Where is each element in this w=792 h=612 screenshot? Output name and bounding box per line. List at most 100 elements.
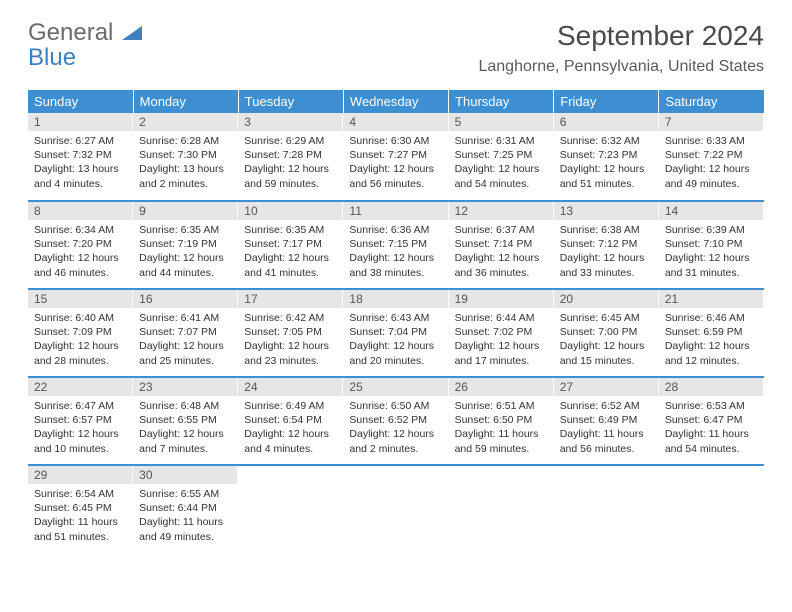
day-details: Sunrise: 6:28 AMSunset: 7:30 PMDaylight:… (133, 131, 238, 195)
day-details: Sunrise: 6:32 AMSunset: 7:23 PMDaylight:… (554, 131, 659, 195)
header: General Blue September 2024 Langhorne, P… (28, 20, 764, 76)
day-details: Sunrise: 6:46 AMSunset: 6:59 PMDaylight:… (659, 308, 764, 372)
day-number: 11 (343, 202, 448, 220)
daylight-text: Daylight: 12 hours and 10 minutes. (34, 427, 127, 455)
day-details: Sunrise: 6:44 AMSunset: 7:02 PMDaylight:… (449, 308, 554, 372)
weekday-header: Monday (133, 90, 238, 113)
sunrise-text: Sunrise: 6:33 AM (665, 134, 758, 148)
calendar-week: 8Sunrise: 6:34 AMSunset: 7:20 PMDaylight… (28, 201, 764, 289)
calendar-week: 29Sunrise: 6:54 AMSunset: 6:45 PMDayligh… (28, 465, 764, 553)
day-details: Sunrise: 6:54 AMSunset: 6:45 PMDaylight:… (28, 484, 133, 548)
day-details: Sunrise: 6:40 AMSunset: 7:09 PMDaylight:… (28, 308, 133, 372)
sunrise-text: Sunrise: 6:52 AM (560, 399, 653, 413)
sunset-text: Sunset: 6:44 PM (139, 501, 232, 515)
sunrise-text: Sunrise: 6:55 AM (139, 487, 232, 501)
daylight-text: Daylight: 13 hours and 2 minutes. (139, 162, 232, 190)
day-number (554, 466, 659, 484)
daylight-text: Daylight: 12 hours and 17 minutes. (455, 339, 548, 367)
day-number: 25 (343, 378, 448, 396)
calendar-cell: 12Sunrise: 6:37 AMSunset: 7:14 PMDayligh… (449, 201, 554, 289)
daylight-text: Daylight: 12 hours and 7 minutes. (139, 427, 232, 455)
sunset-text: Sunset: 6:55 PM (139, 413, 232, 427)
sunrise-text: Sunrise: 6:54 AM (34, 487, 127, 501)
day-number: 9 (133, 202, 238, 220)
sunrise-text: Sunrise: 6:47 AM (34, 399, 127, 413)
calendar-week: 22Sunrise: 6:47 AMSunset: 6:57 PMDayligh… (28, 377, 764, 465)
calendar-cell: 6Sunrise: 6:32 AMSunset: 7:23 PMDaylight… (554, 113, 659, 201)
daylight-text: Daylight: 12 hours and 59 minutes. (244, 162, 337, 190)
sunset-text: Sunset: 6:45 PM (34, 501, 127, 515)
daylight-text: Daylight: 12 hours and 28 minutes. (34, 339, 127, 367)
sunrise-text: Sunrise: 6:45 AM (560, 311, 653, 325)
sunset-text: Sunset: 7:32 PM (34, 148, 127, 162)
sunset-text: Sunset: 7:30 PM (139, 148, 232, 162)
calendar-cell: 1Sunrise: 6:27 AMSunset: 7:32 PMDaylight… (28, 113, 133, 201)
sunrise-text: Sunrise: 6:46 AM (665, 311, 758, 325)
day-number: 2 (133, 113, 238, 131)
sunset-text: Sunset: 7:27 PM (349, 148, 442, 162)
sunset-text: Sunset: 6:49 PM (560, 413, 653, 427)
calendar-cell: 28Sunrise: 6:53 AMSunset: 6:47 PMDayligh… (659, 377, 764, 465)
day-details: Sunrise: 6:34 AMSunset: 7:20 PMDaylight:… (28, 220, 133, 284)
logo-triangle-icon (122, 19, 142, 46)
day-number: 26 (449, 378, 554, 396)
sunset-text: Sunset: 7:00 PM (560, 325, 653, 339)
sunrise-text: Sunrise: 6:49 AM (244, 399, 337, 413)
sunset-text: Sunset: 7:20 PM (34, 237, 127, 251)
sunset-text: Sunset: 6:57 PM (34, 413, 127, 427)
sunrise-text: Sunrise: 6:35 AM (244, 223, 337, 237)
day-number: 15 (28, 290, 133, 308)
calendar-week: 15Sunrise: 6:40 AMSunset: 7:09 PMDayligh… (28, 289, 764, 377)
day-details: Sunrise: 6:35 AMSunset: 7:17 PMDaylight:… (238, 220, 343, 284)
calendar-body: 1Sunrise: 6:27 AMSunset: 7:32 PMDaylight… (28, 113, 764, 553)
weekday-header: Friday (554, 90, 659, 113)
daylight-text: Daylight: 12 hours and 54 minutes. (455, 162, 548, 190)
calendar-cell: 23Sunrise: 6:48 AMSunset: 6:55 PMDayligh… (133, 377, 238, 465)
calendar-cell: 24Sunrise: 6:49 AMSunset: 6:54 PMDayligh… (238, 377, 343, 465)
day-details: Sunrise: 6:29 AMSunset: 7:28 PMDaylight:… (238, 131, 343, 195)
logo: General Blue (28, 20, 142, 70)
calendar-cell: 8Sunrise: 6:34 AMSunset: 7:20 PMDaylight… (28, 201, 133, 289)
sunrise-text: Sunrise: 6:50 AM (349, 399, 442, 413)
calendar-cell (554, 465, 659, 553)
sunset-text: Sunset: 7:02 PM (455, 325, 548, 339)
day-number: 27 (554, 378, 659, 396)
calendar-cell: 14Sunrise: 6:39 AMSunset: 7:10 PMDayligh… (659, 201, 764, 289)
calendar-cell: 19Sunrise: 6:44 AMSunset: 7:02 PMDayligh… (449, 289, 554, 377)
calendar-table: SundayMondayTuesdayWednesdayThursdayFrid… (28, 90, 764, 553)
daylight-text: Daylight: 12 hours and 4 minutes. (244, 427, 337, 455)
daylight-text: Daylight: 12 hours and 49 minutes. (665, 162, 758, 190)
day-number: 4 (343, 113, 448, 131)
sunrise-text: Sunrise: 6:35 AM (139, 223, 232, 237)
day-number: 19 (449, 290, 554, 308)
day-details: Sunrise: 6:36 AMSunset: 7:15 PMDaylight:… (343, 220, 448, 284)
sunset-text: Sunset: 7:25 PM (455, 148, 548, 162)
calendar-cell: 5Sunrise: 6:31 AMSunset: 7:25 PMDaylight… (449, 113, 554, 201)
daylight-text: Daylight: 12 hours and 31 minutes. (665, 251, 758, 279)
sunrise-text: Sunrise: 6:28 AM (139, 134, 232, 148)
daylight-text: Daylight: 12 hours and 46 minutes. (34, 251, 127, 279)
day-number (238, 466, 343, 484)
location: Langhorne, Pennsylvania, United States (478, 58, 764, 76)
day-number: 14 (659, 202, 764, 220)
calendar-cell: 20Sunrise: 6:45 AMSunset: 7:00 PMDayligh… (554, 289, 659, 377)
calendar-cell: 27Sunrise: 6:52 AMSunset: 6:49 PMDayligh… (554, 377, 659, 465)
day-details: Sunrise: 6:43 AMSunset: 7:04 PMDaylight:… (343, 308, 448, 372)
calendar-week: 1Sunrise: 6:27 AMSunset: 7:32 PMDaylight… (28, 113, 764, 201)
day-details: Sunrise: 6:37 AMSunset: 7:14 PMDaylight:… (449, 220, 554, 284)
sunrise-text: Sunrise: 6:40 AM (34, 311, 127, 325)
weekday-header: Tuesday (238, 90, 343, 113)
sunset-text: Sunset: 7:07 PM (139, 325, 232, 339)
day-number: 17 (238, 290, 343, 308)
daylight-text: Daylight: 12 hours and 33 minutes. (560, 251, 653, 279)
day-number: 7 (659, 113, 764, 131)
sunrise-text: Sunrise: 6:38 AM (560, 223, 653, 237)
daylight-text: Daylight: 13 hours and 4 minutes. (34, 162, 127, 190)
calendar-cell: 22Sunrise: 6:47 AMSunset: 6:57 PMDayligh… (28, 377, 133, 465)
day-details: Sunrise: 6:48 AMSunset: 6:55 PMDaylight:… (133, 396, 238, 460)
daylight-text: Daylight: 12 hours and 38 minutes. (349, 251, 442, 279)
month-title: September 2024 (478, 20, 764, 52)
day-number: 24 (238, 378, 343, 396)
calendar-cell (659, 465, 764, 553)
day-number (659, 466, 764, 484)
